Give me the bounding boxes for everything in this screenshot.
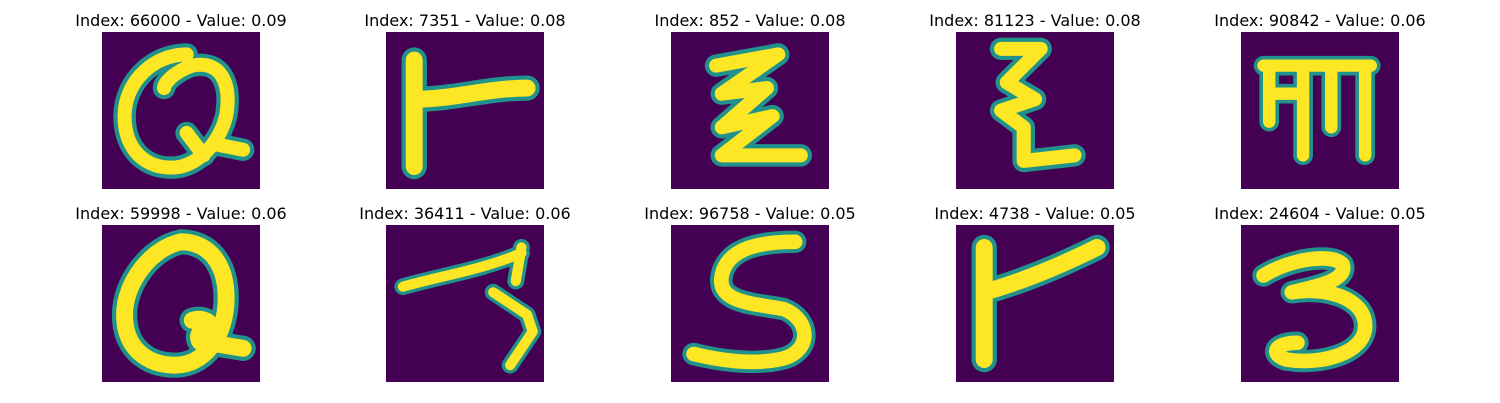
digit-image <box>102 225 260 382</box>
digit-image <box>1241 225 1399 382</box>
panel-title: Index: 4738 - Value: 0.05 <box>934 204 1136 223</box>
digit-image <box>1241 32 1399 189</box>
panel-title: Index: 66000 - Value: 0.09 <box>75 11 287 30</box>
digit-image <box>956 225 1114 382</box>
digit-image <box>671 32 829 189</box>
digit-image <box>386 32 544 189</box>
digit-panel-8: Index: 96758 - Value: 0.05 <box>605 203 895 403</box>
panel-title: Index: 96758 - Value: 0.05 <box>644 204 856 223</box>
digit-image <box>386 225 544 382</box>
digit-image <box>956 32 1114 189</box>
digit-image <box>102 32 260 189</box>
digit-image <box>671 225 829 382</box>
digit-panel-3: Index: 852 - Value: 0.08 <box>605 10 895 210</box>
panel-title: Index: 7351 - Value: 0.08 <box>364 11 566 30</box>
panel-title: Index: 36411 - Value: 0.06 <box>359 204 571 223</box>
panel-title: Index: 81123 - Value: 0.08 <box>929 11 1141 30</box>
digit-panel-6: Index: 59998 - Value: 0.06 <box>36 203 326 403</box>
digit-panel-5: Index: 90842 - Value: 0.06 <box>1175 10 1465 210</box>
digit-panel-4: Index: 81123 - Value: 0.08 <box>890 10 1180 210</box>
digit-panel-1: Index: 66000 - Value: 0.09 <box>36 10 326 210</box>
digit-panel-7: Index: 36411 - Value: 0.06 <box>320 203 610 403</box>
panel-title: Index: 852 - Value: 0.08 <box>654 11 846 30</box>
digit-panel-2: Index: 7351 - Value: 0.08 <box>320 10 610 210</box>
panel-title: Index: 24604 - Value: 0.05 <box>1214 204 1426 223</box>
digit-panel-9: Index: 4738 - Value: 0.05 <box>890 203 1180 403</box>
panel-title: Index: 90842 - Value: 0.06 <box>1214 11 1426 30</box>
digit-panel-10: Index: 24604 - Value: 0.05 <box>1175 203 1465 403</box>
panel-title: Index: 59998 - Value: 0.06 <box>75 204 287 223</box>
